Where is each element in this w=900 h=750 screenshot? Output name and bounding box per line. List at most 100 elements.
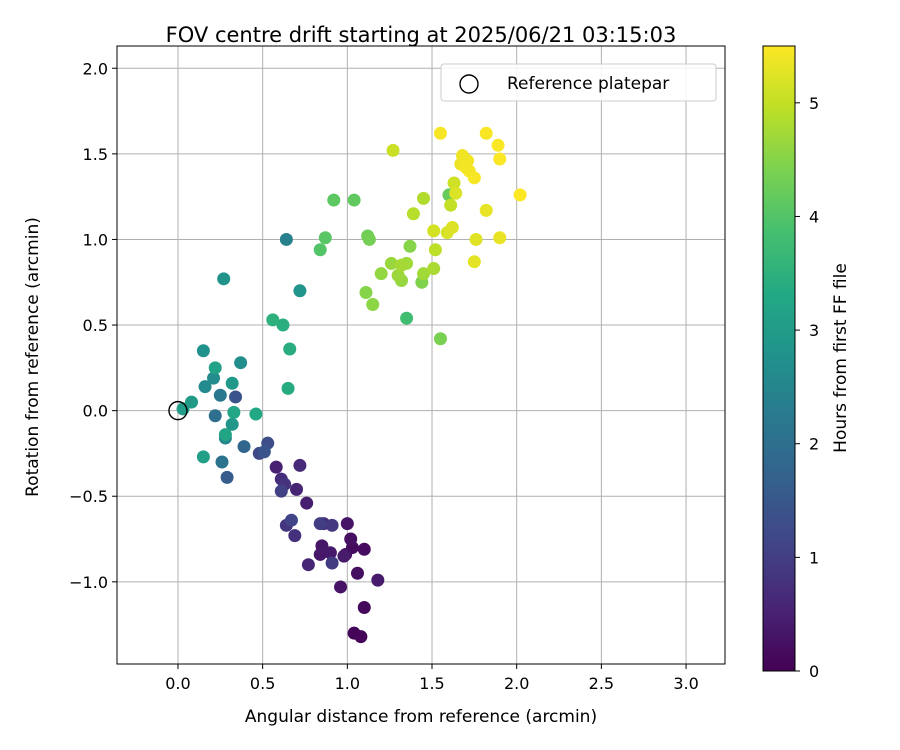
- data-point: [386, 143, 400, 157]
- data-point: [350, 566, 364, 580]
- data-point: [449, 186, 463, 200]
- data-point: [459, 161, 473, 175]
- data-point: [284, 513, 298, 527]
- data-point: [325, 518, 339, 532]
- data-point: [384, 256, 398, 270]
- data-point: [428, 243, 442, 257]
- x-axis-label: Angular distance from reference (arcmin): [245, 707, 597, 727]
- data-point: [318, 231, 332, 245]
- colorbar-label: Hours from first FF file: [831, 263, 851, 453]
- data-point: [357, 601, 371, 615]
- data-point: [427, 262, 441, 276]
- data-point: [208, 409, 222, 423]
- data-point: [403, 239, 417, 253]
- y-axis-ticks: −1.0 −0.5 0.0 0.5 1.0 1.5 2.0: [69, 59, 117, 592]
- data-point: [362, 232, 376, 246]
- x-tick-label: 1.0: [335, 674, 360, 693]
- data-point: [340, 517, 354, 531]
- data-point: [417, 191, 431, 205]
- data-point: [266, 313, 280, 327]
- colorbar-tick-label: 4: [809, 207, 819, 226]
- data-point: [493, 231, 507, 245]
- grid-y: [117, 67, 725, 583]
- data-point: [334, 580, 348, 594]
- data-point: [417, 267, 431, 281]
- y-tick-label: 1.0: [83, 230, 108, 249]
- legend-box: [440, 63, 717, 102]
- data-point: [359, 286, 373, 300]
- plot-frame: [116, 45, 726, 665]
- y-tick-label: 1.5: [83, 145, 108, 164]
- data-point: [281, 381, 295, 395]
- data-point: [198, 380, 212, 394]
- data-point: [301, 558, 315, 572]
- data-point: [513, 188, 527, 202]
- data-point: [313, 243, 327, 257]
- data-point: [313, 517, 327, 531]
- x-axis-ticks: 0.0 0.5 1.0 1.5 2.0 2.5 3.0: [165, 664, 699, 693]
- data-points: [176, 126, 527, 644]
- data-point: [354, 630, 368, 644]
- y-tick-label: 0.5: [83, 316, 108, 335]
- data-point: [479, 126, 493, 140]
- y-tick-label: 2.0: [83, 59, 108, 78]
- data-point: [207, 371, 221, 385]
- data-point: [327, 193, 341, 207]
- colorbar-ticks: 0 1 2 3 4 5: [795, 94, 819, 681]
- data-point: [467, 255, 481, 269]
- data-point: [279, 232, 293, 246]
- data-point: [337, 549, 351, 563]
- data-point: [347, 193, 361, 207]
- data-point: [283, 342, 297, 356]
- data-point: [215, 455, 229, 469]
- data-point: [290, 482, 304, 496]
- y-tick-label: −0.5: [69, 487, 108, 506]
- data-point: [433, 126, 447, 140]
- x-tick-label: 3.0: [673, 674, 698, 693]
- data-point: [218, 428, 232, 442]
- data-point: [249, 407, 263, 421]
- data-point: [269, 460, 283, 474]
- data-point: [300, 496, 314, 510]
- data-point: [323, 546, 337, 560]
- data-point: [196, 450, 210, 464]
- data-point: [213, 388, 227, 402]
- y-axis-label: Rotation from reference (arcmin): [23, 217, 43, 497]
- data-point: [447, 176, 461, 190]
- data-point: [400, 311, 414, 325]
- data-point: [313, 547, 327, 561]
- data-point: [357, 542, 371, 556]
- data-point: [276, 318, 290, 332]
- data-point: [344, 532, 358, 546]
- data-point: [366, 297, 380, 311]
- x-tick-label: 2.0: [504, 674, 529, 693]
- data-point: [227, 405, 241, 419]
- data-point: [257, 445, 271, 459]
- data-point: [293, 458, 307, 472]
- colorbar-tick-label: 5: [809, 94, 819, 113]
- data-point: [293, 284, 307, 298]
- y-tick-label: −1.0: [69, 573, 108, 592]
- data-point: [325, 556, 339, 570]
- data-point: [391, 268, 405, 282]
- colorbar-tick-label: 1: [809, 548, 819, 567]
- data-point: [234, 356, 248, 370]
- colorbar: [762, 45, 796, 672]
- chart-title: FOV centre drift starting at 2025/06/21 …: [166, 23, 677, 47]
- data-point: [176, 402, 190, 416]
- data-point: [196, 344, 210, 358]
- data-point: [433, 332, 447, 346]
- data-point: [467, 171, 481, 185]
- data-point: [469, 232, 483, 246]
- legend-entry-reference: Reference platepar: [507, 74, 669, 94]
- data-point: [220, 470, 234, 484]
- y-tick-label: 0.0: [83, 402, 108, 421]
- reference-platepar-marker: [168, 400, 188, 421]
- data-point: [444, 198, 458, 212]
- data-point: [371, 573, 385, 587]
- colorbar-tick-label: 0: [809, 662, 819, 681]
- data-point: [374, 267, 388, 281]
- data-point: [445, 220, 459, 234]
- x-tick-label: 2.5: [589, 674, 614, 693]
